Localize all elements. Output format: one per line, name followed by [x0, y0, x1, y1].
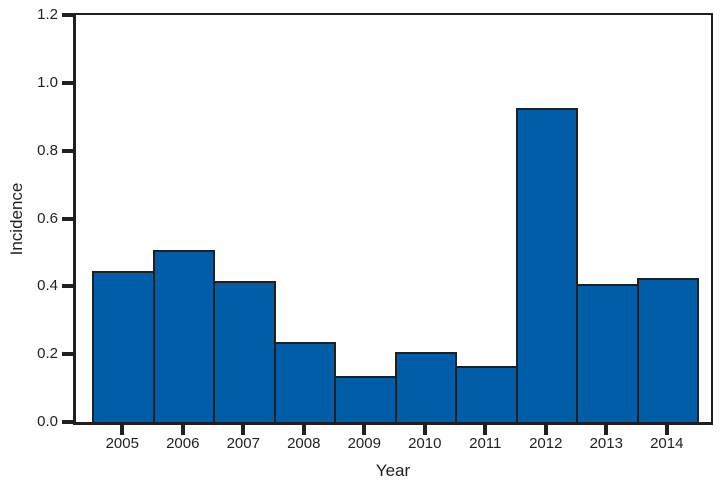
y-tick-label-0.2: 0.2 — [37, 345, 58, 363]
x-tick-2014 — [664, 425, 669, 435]
y-tick-label-0.0: 0.0 — [37, 413, 58, 430]
y-tick-label-0.4: 0.4 — [37, 277, 58, 295]
bar-2008 — [273, 342, 336, 422]
x-tick-2008 — [301, 425, 306, 435]
bar-2010 — [394, 352, 457, 422]
x-tick-2012 — [543, 425, 548, 435]
bar-2011 — [455, 365, 518, 422]
x-axis-title: Year — [375, 461, 411, 480]
x-tick-2006 — [180, 425, 185, 435]
x-tick-label-2010: 2010 — [408, 435, 442, 452]
y-tick-0.0 — [62, 420, 73, 424]
y-tick-0.2 — [62, 352, 73, 357]
x-tick-label-2005: 2005 — [105, 435, 139, 452]
x-tick-2007 — [241, 425, 246, 435]
x-tick-label-2008: 2008 — [287, 435, 321, 452]
x-tick-2005 — [120, 425, 125, 435]
y-tick-1.0 — [62, 80, 73, 85]
y-tick-0.4 — [62, 284, 73, 289]
y-tick-label-1.0: 1.0 — [37, 73, 58, 91]
bar-2013 — [576, 284, 639, 422]
bar-2014 — [636, 277, 699, 422]
y-tick-0.6 — [62, 216, 73, 221]
bar-2009 — [334, 375, 397, 422]
y-tick-0.8 — [62, 148, 73, 153]
bar-2007 — [213, 280, 276, 422]
x-tick-2011 — [483, 425, 488, 435]
y-tick-label-0.6: 0.6 — [37, 209, 58, 227]
x-tick-label-2009: 2009 — [347, 435, 381, 452]
x-tick-label-2011: 2011 — [469, 435, 502, 452]
x-tick-label-2006: 2006 — [166, 435, 200, 452]
y-tick-label-1.2: 1.2 — [37, 6, 58, 23]
bar-2012 — [515, 107, 578, 422]
bar-2006 — [152, 250, 215, 422]
x-tick-2010 — [422, 425, 427, 435]
x-tick-label-2007: 2007 — [226, 435, 260, 452]
x-tick-label-2013: 2013 — [589, 435, 623, 452]
y-tick-1.2 — [62, 13, 73, 17]
x-tick-label-2014: 2014 — [650, 435, 684, 452]
y-tick-label-0.8: 0.8 — [37, 141, 58, 159]
plot-area — [73, 13, 713, 425]
x-tick-2009 — [362, 425, 367, 435]
bar-2005 — [92, 270, 155, 422]
x-tick-2013 — [604, 425, 609, 435]
x-tick-label-2012: 2012 — [529, 435, 563, 452]
